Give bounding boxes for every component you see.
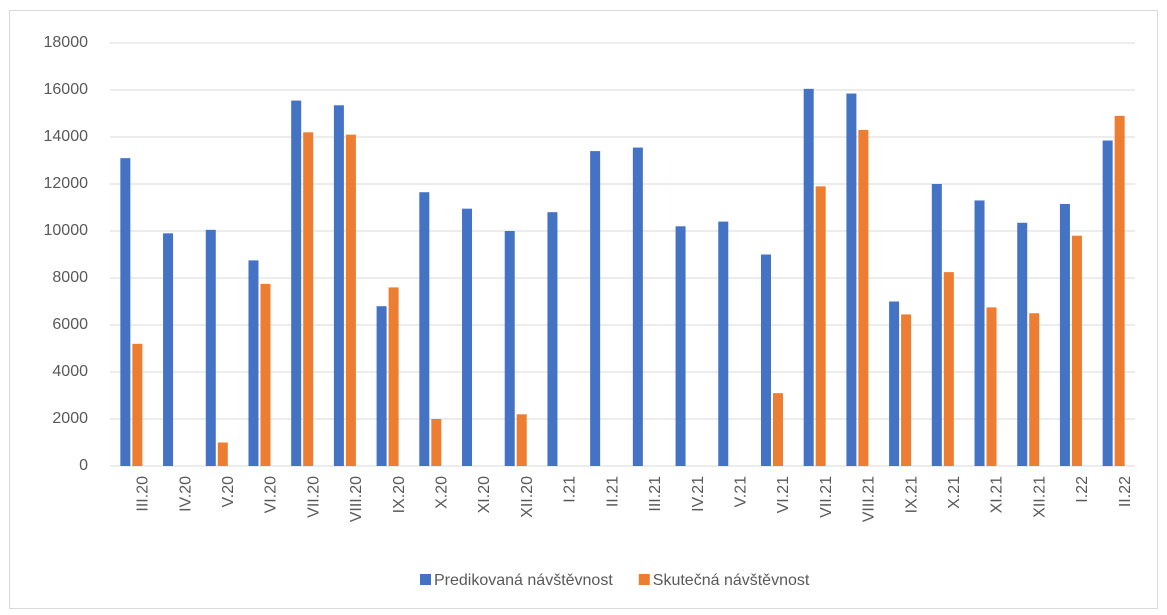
- legend-label: Predikovaná návštěvnost: [434, 572, 613, 589]
- bar: [163, 233, 174, 466]
- x-tick-label: VII.20: [305, 476, 322, 518]
- bar: [974, 200, 985, 466]
- bar: [943, 272, 954, 466]
- x-tick-label: III.20: [135, 476, 152, 512]
- bar: [675, 226, 686, 466]
- x-tick-label: IX.20: [391, 476, 408, 513]
- bar: [772, 393, 783, 466]
- x-tick-label: I.21: [562, 476, 579, 503]
- bar: [462, 208, 473, 467]
- y-tick-label: 6000: [52, 316, 88, 333]
- y-tick-label: 8000: [52, 269, 88, 286]
- bar: [590, 151, 601, 466]
- bar: [291, 100, 302, 466]
- x-tick-label: X.20: [434, 476, 451, 509]
- y-tick-label: 10000: [44, 222, 89, 239]
- bar: [901, 314, 912, 466]
- x-tick-label: I.22: [1074, 476, 1091, 503]
- x-tick-label: VII.21: [818, 476, 835, 518]
- bar: [858, 129, 869, 466]
- x-tick-label: III.21: [647, 476, 664, 512]
- x-tick-label: II.22: [1117, 476, 1134, 507]
- x-tick-label: X.21: [946, 476, 963, 509]
- bar: [632, 147, 643, 466]
- bar: [846, 93, 857, 467]
- bar: [1102, 140, 1113, 466]
- x-tick-label: VIII.21: [861, 476, 878, 522]
- y-tick-label: 2000: [52, 410, 88, 427]
- x-tick-label: IV.21: [690, 476, 707, 512]
- bar: [248, 260, 259, 466]
- x-tick-label: XII.21: [1031, 476, 1048, 518]
- x-tick-label: XII.20: [519, 476, 536, 518]
- bar: [986, 307, 997, 466]
- bar: [345, 134, 356, 466]
- bar: [388, 287, 399, 466]
- legend-swatch: [638, 574, 650, 585]
- y-tick-label: 12000: [44, 175, 89, 192]
- bar: [516, 414, 527, 466]
- y-tick-label: 16000: [44, 81, 89, 98]
- bar: [547, 212, 558, 466]
- x-tick-label: V.20: [220, 476, 237, 508]
- bar: [931, 184, 942, 466]
- y-tick-label: 14000: [44, 128, 89, 145]
- y-tick-label: 4000: [52, 363, 88, 380]
- bar: [504, 231, 515, 466]
- bar: [132, 343, 143, 466]
- y-tick-label: 0: [79, 457, 88, 474]
- x-tick-label: VI.21: [775, 476, 792, 513]
- bar: [431, 419, 442, 466]
- x-tick-label: XI.21: [989, 476, 1006, 513]
- bar: [333, 105, 344, 467]
- bar: [217, 442, 228, 466]
- x-tick-label: IV.20: [177, 476, 194, 512]
- x-tick-label: V.21: [732, 476, 749, 508]
- bar: [303, 132, 314, 467]
- bar: [889, 301, 900, 466]
- bar: [718, 221, 729, 466]
- bar: [1114, 115, 1125, 466]
- bar: [1071, 235, 1082, 466]
- x-tick-label: VIII.20: [348, 476, 365, 522]
- bar: [1017, 222, 1028, 466]
- bar: [803, 88, 814, 466]
- x-tick-label: XI.20: [476, 476, 493, 513]
- bar: [419, 192, 430, 466]
- bar: [376, 306, 387, 466]
- bar: [120, 158, 131, 466]
- bar: [205, 229, 216, 466]
- legend-label: Skutečná návštěvnost: [653, 572, 810, 589]
- chart-border: [9, 10, 1158, 609]
- bar: [1029, 313, 1040, 466]
- legend-swatch: [420, 574, 431, 585]
- x-tick-label: VI.20: [263, 476, 280, 513]
- bar: [260, 283, 271, 466]
- bar: [760, 254, 771, 466]
- y-tick-label: 18000: [44, 34, 89, 51]
- x-tick-label: IX.21: [903, 476, 920, 513]
- bar: [815, 186, 826, 466]
- bar: [1059, 203, 1070, 466]
- x-tick-label: II.21: [604, 476, 621, 507]
